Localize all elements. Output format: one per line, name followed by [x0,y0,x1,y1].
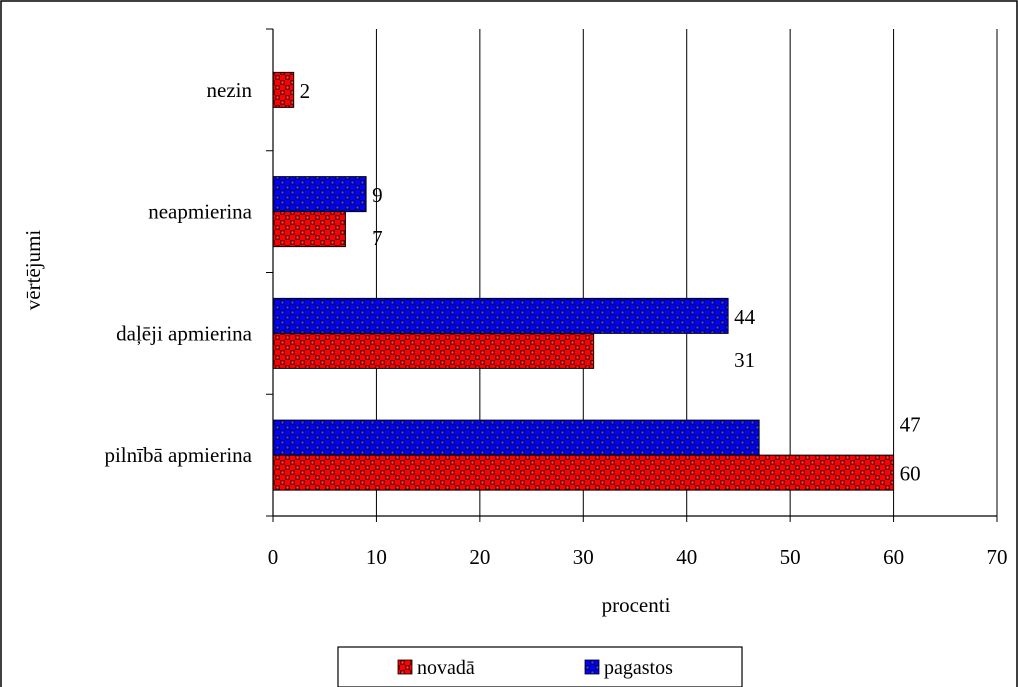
data-label: 7 [372,226,383,250]
legend-label-novada: novadā [417,657,475,679]
x-tick-label: 30 [573,545,594,569]
gridlines [375,29,998,516]
legend-label-pagastos: pagastos [604,657,673,679]
x-tick-label: 0 [268,545,279,569]
bar [272,332,595,369]
legend-swatch-novada [397,659,413,675]
y-category-labels: nezin neapmierina daļēji apmierina pilnībā … [104,78,252,467]
bar [272,176,367,213]
data-label: 2 [300,79,311,103]
x-tick-label: 40 [676,545,697,569]
x-tick-labels: 0 10 20 30 40 50 60 70 [268,545,1008,569]
legend-swatch-pagastos [584,659,600,675]
y-axis-label: vērtējumi [21,230,45,311]
x-tick-label: 50 [780,545,801,569]
axes [266,28,998,522]
data-label: 47 [900,413,921,437]
y-category-label: pilnībā apmierina [104,443,252,467]
data-label: 9 [372,183,383,207]
y-category-label: daļēji apmierina [116,321,253,345]
bar [272,297,729,334]
legend: novadā pagastos [337,646,743,687]
data-label: 44 [734,305,756,329]
y-category-label: neapmierina [148,200,252,224]
x-tick-label: 60 [883,545,904,569]
bar [272,419,760,456]
data-label: 31 [734,348,755,372]
bar [272,211,346,248]
bar [272,454,895,491]
bar [272,71,295,108]
data-label: 60 [900,462,921,486]
x-tick-label: 10 [366,545,387,569]
data-labels: 2 9 7 44 31 47 60 [300,79,921,486]
x-tick-label: 20 [469,545,490,569]
x-axis-label: procenti [602,593,671,617]
x-tick-label: 70 [987,545,1008,569]
y-category-label: nezin [207,78,253,102]
